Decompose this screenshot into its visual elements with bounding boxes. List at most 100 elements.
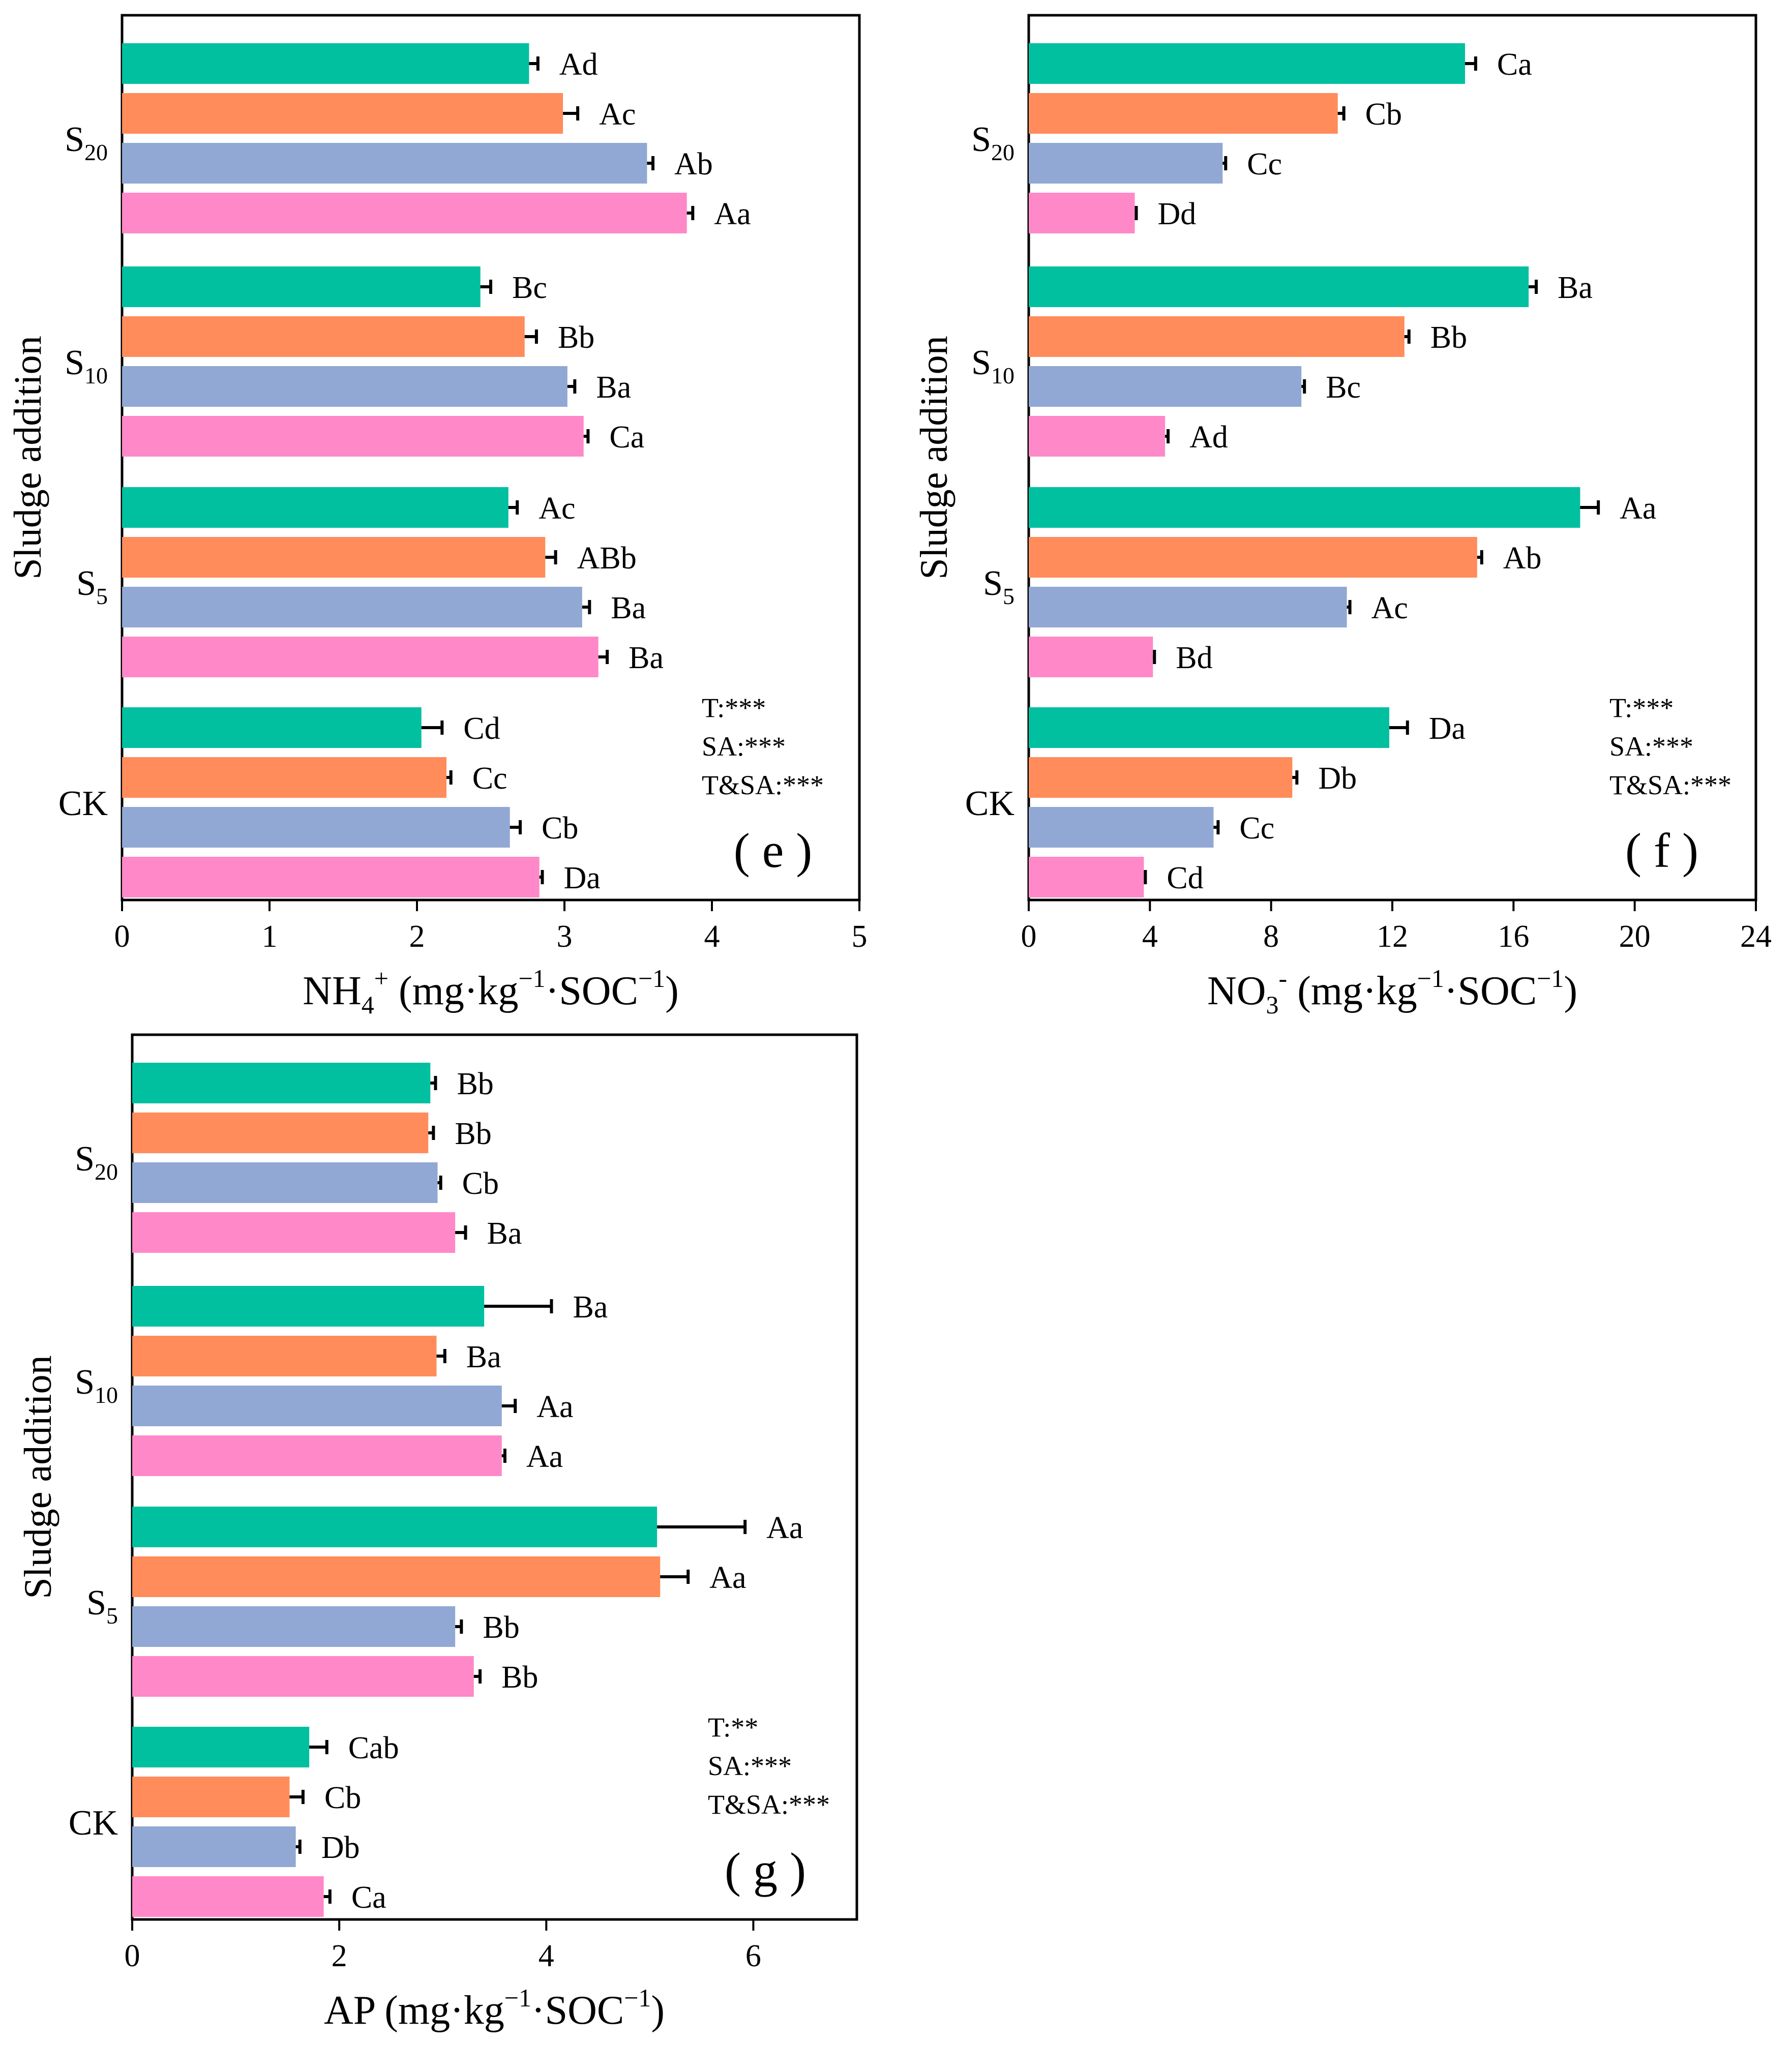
x-tick-label: 4 [704, 919, 720, 954]
bar-S10-s1 [132, 1286, 485, 1327]
bar-S20-s2 [1029, 93, 1338, 134]
bar-S20-s3 [122, 143, 647, 184]
bar-S10-s1 [122, 266, 481, 307]
data-label: Ba [466, 1340, 501, 1374]
data-label: Da [564, 861, 601, 895]
x-tick-label: 2 [332, 1939, 347, 1973]
stats-text: T&SA:*** [702, 770, 824, 800]
bar-S10-s2 [1029, 316, 1405, 357]
bar-S5-s4 [1029, 637, 1153, 677]
group-label-CK: CK [58, 784, 108, 823]
group-label-S10: S10 [75, 1363, 118, 1408]
x-tick-label: 4 [539, 1939, 554, 1973]
data-label: Ba [611, 591, 646, 625]
data-label: Ba [573, 1290, 608, 1325]
stats-text: T&SA:*** [1609, 770, 1731, 800]
bar-CK-s3 [1029, 807, 1214, 848]
data-label: Bb [457, 1067, 493, 1101]
data-label: Cb [542, 811, 578, 846]
data-label: Aa [714, 197, 751, 231]
group-label-S10: S10 [971, 343, 1014, 388]
x-axis-label: NH4+ (mg·kg−1·SOC−1) [303, 964, 679, 1019]
data-label: Aa [709, 1560, 746, 1595]
bar-S10-s3 [132, 1386, 502, 1426]
bar-CK-s4 [132, 1876, 324, 1917]
x-tick-label: 8 [1263, 919, 1279, 954]
x-tick-label: 20 [1619, 919, 1651, 954]
bar-S10-s4 [1029, 416, 1166, 457]
bar-S5-s4 [122, 637, 599, 677]
bar-S20-s3 [132, 1162, 438, 1203]
bar-S5-s2 [1029, 537, 1477, 578]
bar-S10-s4 [132, 1435, 502, 1476]
data-label: Bb [483, 1610, 519, 1645]
data-label: ABb [577, 541, 637, 576]
bar-S5-s2 [132, 1556, 661, 1597]
bar-S10-s2 [132, 1336, 437, 1376]
data-label: Ca [609, 420, 644, 455]
data-label: Cd [1167, 861, 1203, 895]
bar-CK-s2 [132, 1777, 290, 1817]
data-label: Bb [1430, 320, 1467, 355]
data-label: Bd [1176, 641, 1212, 675]
data-label: Cb [324, 1781, 361, 1815]
bar-S20-s2 [122, 93, 563, 134]
bar-S5-s3 [1029, 587, 1347, 627]
group-label-S20: S20 [75, 1139, 118, 1185]
bar-S5-s3 [132, 1606, 456, 1647]
bar-S5-s1 [132, 1507, 658, 1547]
data-label: Ba [629, 641, 664, 675]
data-label: Aa [1620, 491, 1656, 526]
x-tick-label: 24 [1740, 919, 1772, 954]
panel-label: ( g ) [725, 1843, 806, 1897]
data-label: Bc [512, 271, 547, 305]
bar-S10-s4 [122, 416, 584, 457]
data-label: Ba [1558, 271, 1593, 305]
bar-CK-s3 [122, 807, 510, 848]
x-tick-label: 4 [1142, 919, 1158, 954]
group-label-S5: S5 [983, 564, 1014, 609]
x-tick-label: 5 [852, 919, 868, 954]
x-tick-label: 6 [745, 1939, 761, 1973]
bar-CK-s1 [132, 1727, 310, 1767]
data-label: Bb [501, 1660, 538, 1695]
data-label: Bb [558, 320, 594, 355]
data-label: Ba [487, 1216, 522, 1251]
stats-text: SA:*** [1609, 731, 1693, 762]
bar-S5-s1 [122, 487, 509, 528]
bar-S20-s1 [122, 43, 529, 84]
data-label: Dd [1158, 197, 1197, 231]
data-label: Aa [766, 1511, 803, 1545]
bar-S5-s3 [122, 587, 582, 627]
group-label-S20: S20 [65, 120, 108, 165]
plot-frame [131, 1033, 858, 1921]
data-label: Cd [463, 711, 500, 746]
plot-frame [121, 14, 861, 902]
panel-label: ( e ) [734, 823, 813, 878]
bar-S20-s2 [132, 1113, 429, 1153]
data-label: Cc [472, 761, 507, 796]
data-label: Ac [599, 97, 636, 132]
data-label: Cb [462, 1166, 499, 1201]
stats-text: SA:*** [702, 731, 786, 762]
x-tick-label: 2 [409, 919, 425, 954]
bar-S20-s3 [1029, 143, 1223, 184]
x-tick-label: 0 [125, 1939, 140, 1973]
bar-S20-s4 [1029, 193, 1135, 233]
y-axis-label: Sludge addition [17, 1355, 59, 1599]
bar-CK-s1 [122, 707, 422, 748]
data-label: Ab [1503, 541, 1542, 576]
bar-S5-s2 [122, 537, 546, 578]
x-tick-label: 0 [114, 919, 130, 954]
group-label-CK: CK [69, 1804, 118, 1843]
x-axis-label: AP (mg·kg−1·SOC−1) [324, 1984, 665, 2033]
stats-text: T:*** [1609, 693, 1674, 723]
bar-CK-s2 [122, 757, 446, 798]
data-label: Db [1318, 761, 1357, 796]
bar-CK-s2 [1029, 757, 1293, 798]
bar-S20-s4 [132, 1212, 456, 1253]
x-tick-label: 0 [1021, 919, 1037, 954]
data-label: Aa [536, 1390, 573, 1424]
bar-CK-s4 [122, 857, 540, 897]
